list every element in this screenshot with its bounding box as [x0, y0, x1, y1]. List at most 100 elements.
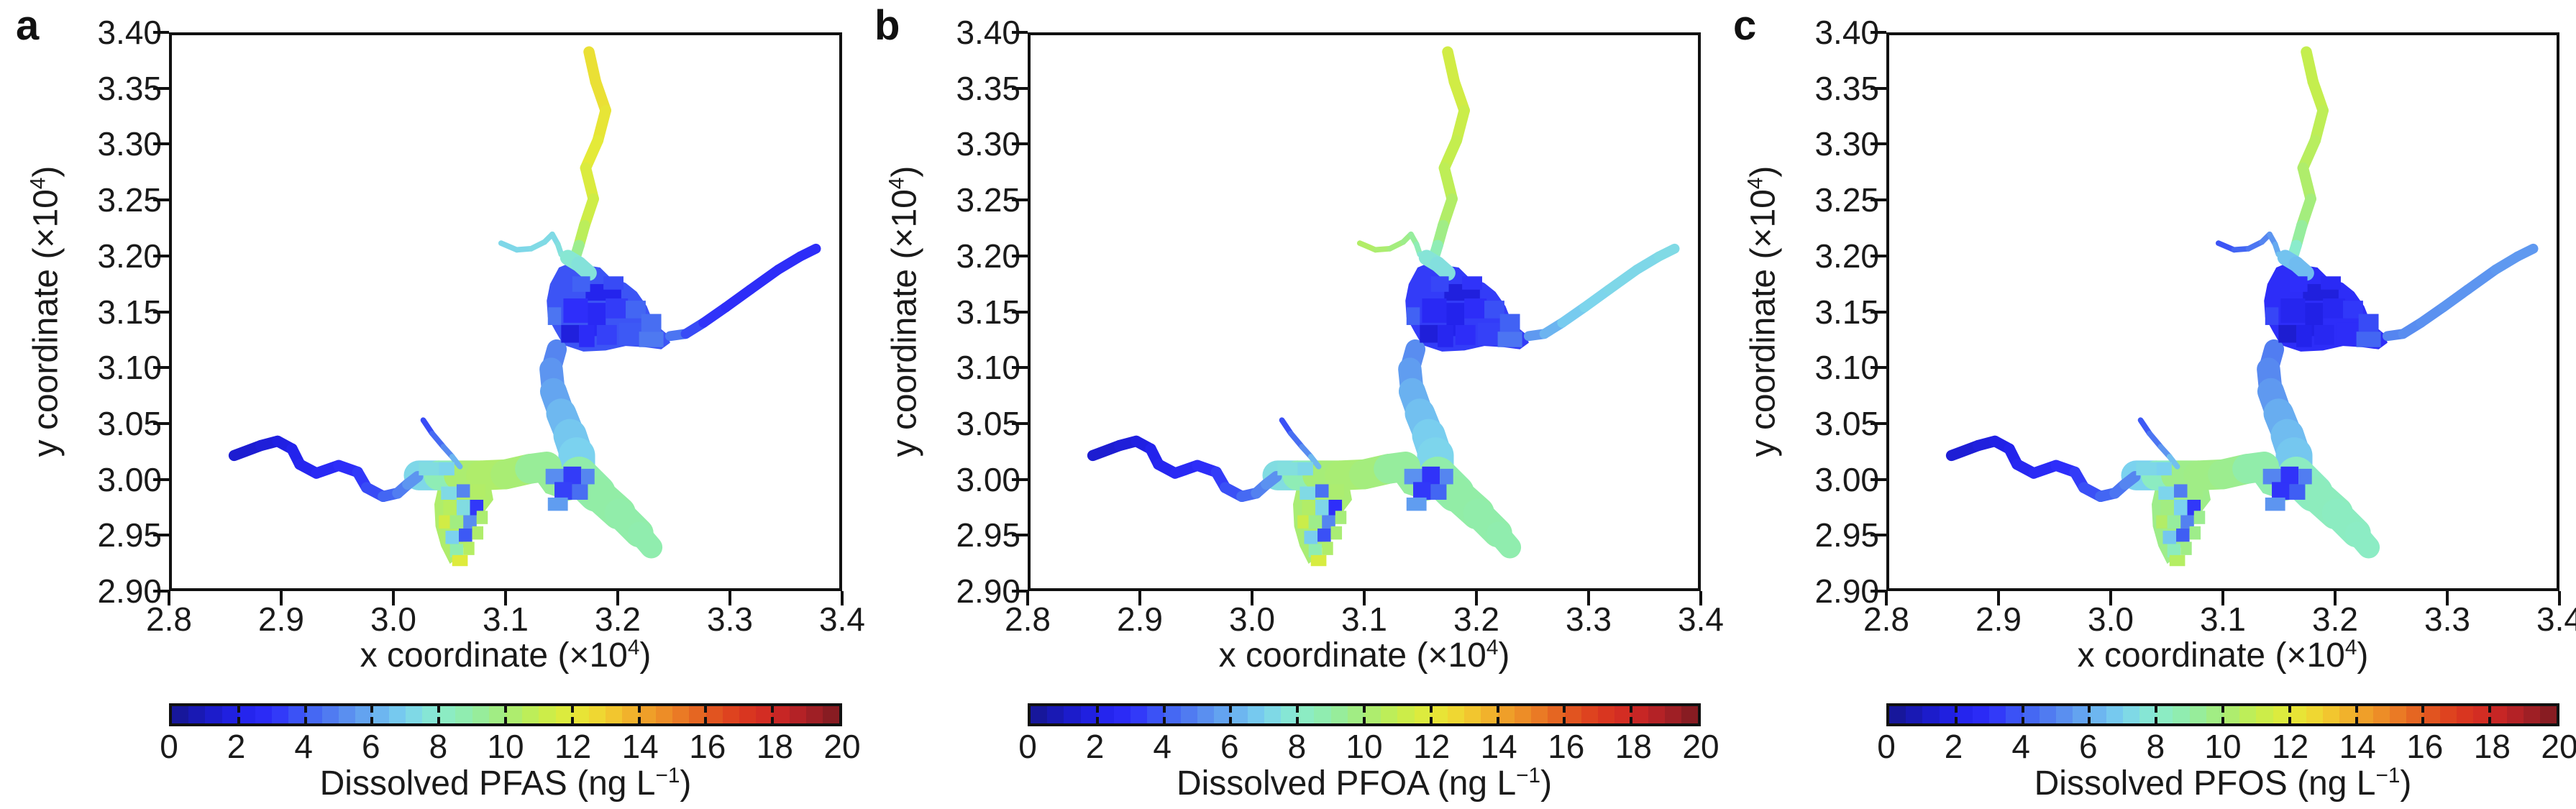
river-segment-northeast-river: [2438, 284, 2473, 313]
colorbar-tick-mark: [1563, 717, 1566, 723]
map-cell: [439, 515, 450, 529]
y-tick-mark: [1012, 310, 1028, 314]
y-tick-mark: [1012, 86, 1028, 90]
y-tick-mark: [153, 198, 169, 202]
map-cell: [572, 276, 590, 292]
y-tick-label: 3.30: [956, 125, 1020, 163]
river-segment-west-river: [2119, 470, 2141, 490]
map-cell: [606, 298, 629, 319]
map-cell: [445, 531, 460, 544]
map-cell: [2158, 486, 2174, 500]
y-tick-mark: [1871, 142, 1886, 146]
colorbar-cell: [472, 706, 489, 723]
colorbar-cell: [1364, 706, 1381, 723]
colorbar-tick-mark: [2421, 706, 2425, 713]
colorbar-tick-mark: [1630, 706, 1633, 713]
map-cell: [547, 307, 562, 325]
colorbar-tick-label: 4: [1153, 728, 1171, 765]
map-cell: [2162, 531, 2177, 544]
colorbar-label-sup: −1: [655, 764, 680, 787]
map-cell: [1477, 322, 1500, 345]
colorbar-tick-label: 8: [1287, 728, 1307, 765]
map-cell: [459, 528, 472, 542]
map-cell: [1308, 515, 1323, 529]
colorbar-cell: [2356, 706, 2373, 723]
colorbar-cell: [1347, 706, 1365, 723]
colorbar-tick-label: 14: [1480, 728, 1517, 765]
y-tick-mark: [1012, 421, 1028, 425]
map-cell: [1317, 528, 1331, 542]
colorbar-cell: [2423, 706, 2440, 723]
x-tick-label: 3.2: [595, 600, 641, 638]
colorbar-tick-mark: [2155, 717, 2158, 723]
colorbar-tick-label: 6: [1220, 728, 1239, 765]
colorbar-tick-label: 6: [2079, 728, 2098, 765]
y-tick-mark: [1012, 477, 1028, 481]
colorbar-cell: [1664, 706, 1681, 723]
x-tick-label: 2.9: [1976, 600, 2022, 638]
x-tick-mark: [2334, 591, 2337, 605]
colorbar-cell: [2006, 706, 2023, 723]
y-tick-label: 3.35: [1814, 69, 1879, 107]
map-cell: [456, 499, 470, 516]
map-cell: [2173, 499, 2188, 516]
colorbar-tick-mark: [2355, 706, 2358, 713]
colorbar-cell: [1889, 706, 1906, 723]
map-cell: [419, 462, 439, 476]
colorbar-cell: [2089, 706, 2106, 723]
map-cell: [561, 324, 580, 343]
map-cell: [2358, 314, 2379, 332]
river-segment-small-tributary: [2147, 430, 2164, 449]
map-cell: [563, 298, 588, 323]
colorbar-label: Dissolved PFAS (ng L−1): [169, 764, 842, 803]
y-tick-label: 3.35: [956, 69, 1020, 107]
colorbar-cell: [1097, 706, 1115, 723]
colorbar-cell: [1497, 706, 1515, 723]
map-cell: [2167, 544, 2181, 557]
colorbar-tick-label: 10: [2204, 728, 2242, 765]
map-cell: [1462, 276, 1482, 290]
x-tick-mark: [1699, 591, 1702, 605]
panel-letter: b: [874, 2, 900, 49]
colorbar-tick-mark: [2421, 717, 2425, 723]
colorbar-cell: [1080, 706, 1097, 723]
river-segment-junction: [2288, 256, 2314, 281]
y-axis-label-close: ): [1744, 165, 1783, 178]
colorbar-label-text: Dissolved PFOS (ng L: [2034, 764, 2376, 803]
colorbar-cell: [2173, 706, 2190, 723]
colorbar-cell: [2323, 706, 2340, 723]
y-tick-label: 3.05: [1814, 404, 1879, 442]
colorbar-cell: [1514, 706, 1532, 723]
colorbar-cell: [255, 706, 273, 723]
colorbar-cell: [722, 706, 739, 723]
map-cell: [1420, 324, 1438, 343]
y-tick-label: 2.95: [97, 516, 162, 554]
x-tick-label: 2.9: [1117, 600, 1163, 638]
colorbar-cell: [2523, 706, 2540, 723]
x-tick-label: 2.8: [1005, 600, 1051, 638]
colorbar-cell: [1064, 706, 1081, 723]
colorbar-cell: [1939, 706, 1956, 723]
colorbar-cell: [1314, 706, 1331, 723]
river-segment-small-tributary: [449, 454, 463, 470]
colorbar-tick-mark: [771, 706, 775, 713]
river-segment-northeast-river: [1579, 284, 1614, 313]
map-cell: [2176, 528, 2190, 542]
colorbar-tick-label: 10: [1346, 728, 1383, 765]
colorbar-cells: [172, 706, 840, 723]
colorbar-cell: [221, 706, 239, 723]
map-cell: [2298, 468, 2312, 485]
colorbar-tick-label: 18: [2473, 728, 2511, 765]
colorbar-tick-label: 20: [2541, 728, 2576, 765]
colorbar-tick-label: 14: [621, 728, 659, 765]
map-cell: [2180, 515, 2194, 529]
y-tick-label: 3.15: [1814, 293, 1879, 331]
map-cell: [547, 497, 568, 511]
x-axis-label-text: x coordinate (×10: [2077, 636, 2345, 675]
x-tick-mark: [1251, 591, 1253, 605]
y-tick-mark: [1871, 534, 1886, 537]
colorbar-cell: [705, 706, 723, 723]
river-segment-west-band: [515, 452, 562, 484]
river-segment-small-tributary: [2166, 454, 2180, 470]
river-segment-southeast-arm: [2345, 521, 2380, 559]
